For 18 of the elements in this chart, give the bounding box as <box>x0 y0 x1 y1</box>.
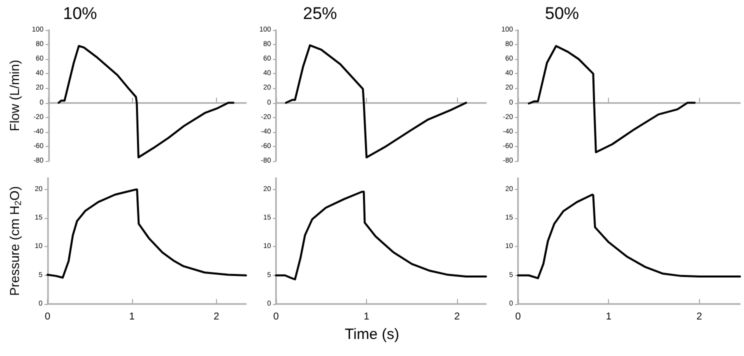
y-axis-title: Pressure (cm H2O) <box>7 186 23 296</box>
line-series <box>517 194 741 280</box>
line-series <box>528 45 696 154</box>
x-tick-label: 1 <box>606 312 612 322</box>
x-tick-label: 2 <box>696 312 702 322</box>
line-series <box>284 44 468 158</box>
chart-title: 10% <box>63 4 98 23</box>
line-series <box>275 190 487 280</box>
x-tick-label: 1 <box>364 312 370 322</box>
chart-title: 25% <box>303 4 338 23</box>
line-series <box>46 188 247 279</box>
x-tick-label: 1 <box>129 312 136 322</box>
line-series <box>58 45 234 158</box>
x-tick-label: 2 <box>454 312 460 322</box>
chart-title: 50% <box>545 4 580 23</box>
x-axis-title: Time (s) <box>344 326 400 343</box>
y-axis-title: Flow (L/min) <box>7 60 22 132</box>
x-tick-label: 2 <box>214 312 220 322</box>
